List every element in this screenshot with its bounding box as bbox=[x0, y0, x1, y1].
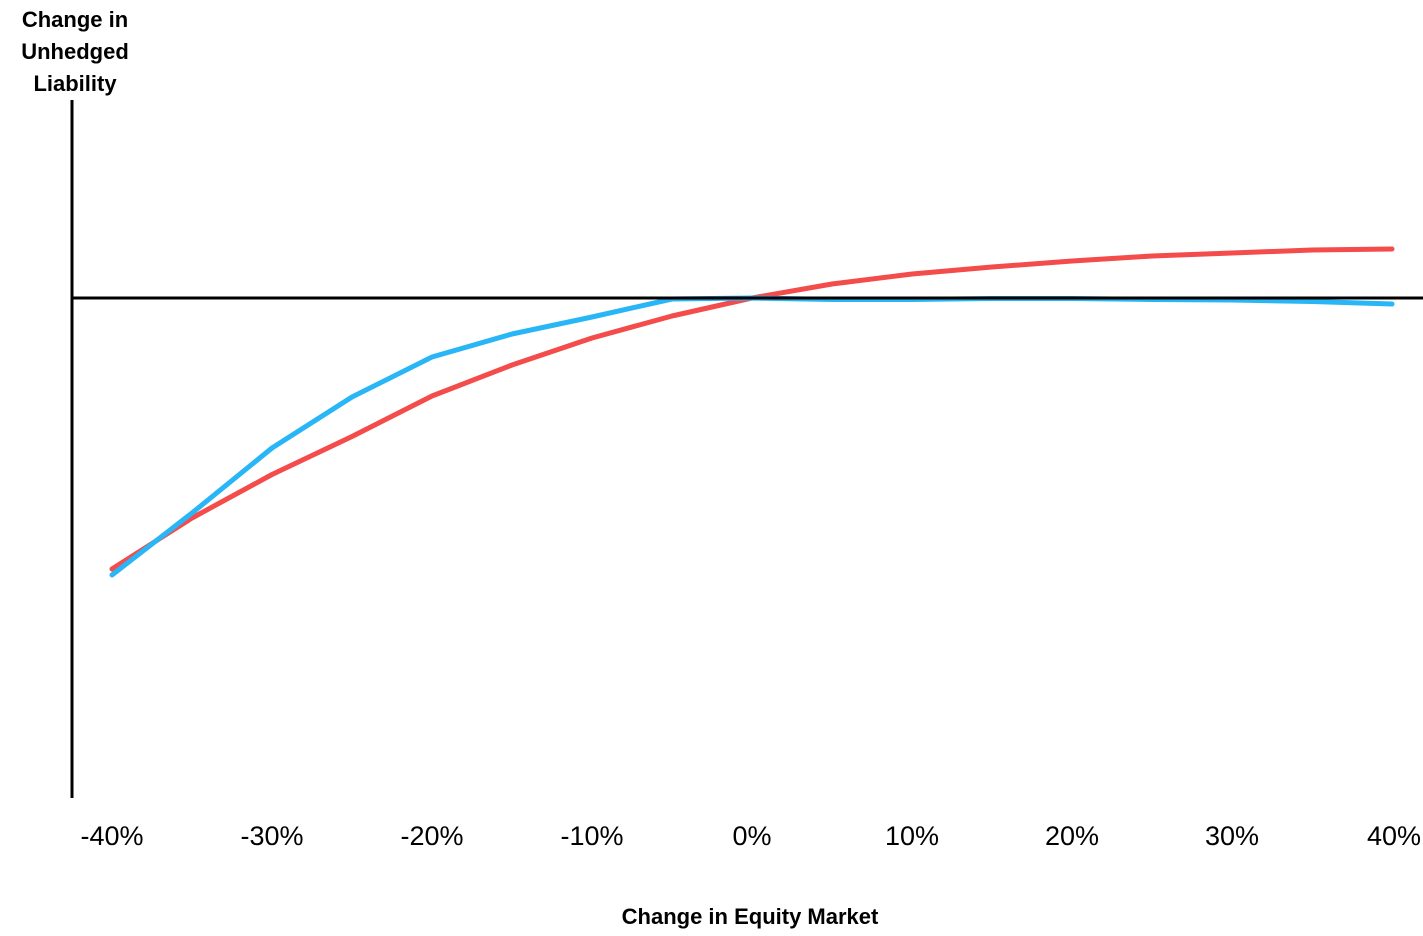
x-tick-label: 10% bbox=[885, 821, 939, 851]
x-axis-title: Change in Equity Market bbox=[621, 904, 879, 929]
x-tick-label: 30% bbox=[1205, 821, 1259, 851]
x-tick-label: -40% bbox=[80, 821, 143, 851]
y-axis-title: Change in Unhedged Liability bbox=[0, 4, 150, 100]
x-tick-label: -30% bbox=[240, 821, 303, 851]
x-tick-label: 40% bbox=[1367, 821, 1421, 851]
y-axis-title-line-2: Unhedged bbox=[21, 39, 129, 64]
x-tick-label: 0% bbox=[732, 821, 771, 851]
x-tick-label: -20% bbox=[400, 821, 463, 851]
y-axis-title-line-3: Liability bbox=[33, 71, 117, 96]
y-axis-title-line-1: Change in bbox=[21, 7, 129, 32]
series-line-2 bbox=[109, 295, 1395, 578]
x-tick-labels: -40% -30% -20% -10% 0% 10% 20% 30% 40% bbox=[80, 821, 1421, 851]
x-tick-label: -10% bbox=[560, 821, 623, 851]
x-tick-label: 20% bbox=[1045, 821, 1099, 851]
